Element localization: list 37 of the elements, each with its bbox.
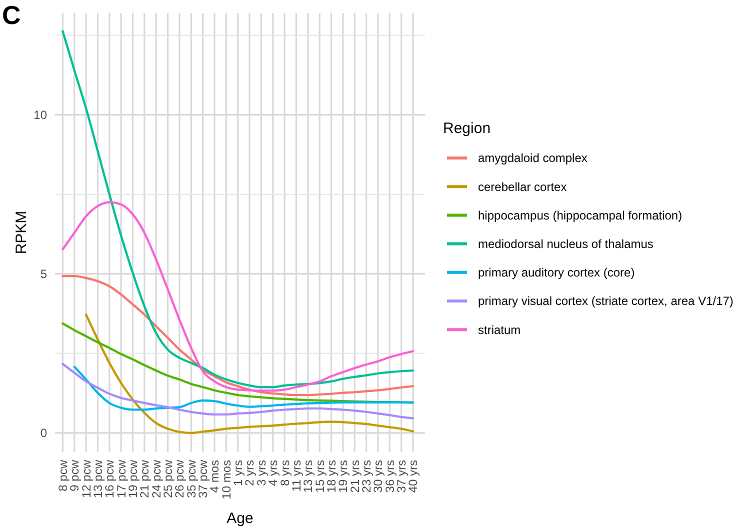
x-tick-label: 8 pcw <box>56 460 70 492</box>
x-tick-label: 37 pcw <box>196 460 210 498</box>
x-tick-label: 10 mos <box>219 460 234 500</box>
x-tick-label: 24 pcw <box>149 460 164 498</box>
text: C <box>2 0 21 30</box>
x-tick-label: 21 pcw <box>138 460 152 498</box>
x-tick-label: 19 pcw <box>126 460 140 498</box>
x-tick-label: 13 pcw <box>90 460 105 498</box>
x-tick-label: 25 pcw <box>160 460 175 498</box>
line-series <box>62 362 414 420</box>
line-series <box>62 201 414 392</box>
line-series <box>62 30 414 388</box>
line-series <box>62 274 414 396</box>
legend-label: mediodorsal nucleus of thalamus <box>478 237 654 251</box>
x-tick-label: 1 yrs <box>231 460 246 486</box>
legend-label: amygdaloid complex <box>478 151 588 166</box>
y-tick-label: 10 <box>34 108 48 122</box>
x-tick-label: 16 pcw <box>102 460 117 498</box>
x-tick-label: 17 pcw <box>114 460 128 498</box>
legend-title: Region <box>443 120 491 137</box>
x-tick-label: 9 pcw <box>68 460 82 492</box>
x-tick-label: 35 pcw <box>184 460 198 498</box>
line-series <box>84 313 414 434</box>
y-axis-title: RPKM <box>13 210 30 254</box>
x-tick-label: 12 pcw <box>79 460 94 498</box>
x-tick-label: 26 pcw <box>172 460 187 498</box>
x-tick-label: 4 mos <box>208 460 222 493</box>
legend-label: cerebellar cortex <box>478 180 567 194</box>
legend-label: primary auditory cortex (core) <box>478 266 635 280</box>
x-axis-title: Age <box>226 510 254 527</box>
line-series <box>73 366 414 411</box>
y-tick-label: 5 <box>40 267 48 282</box>
y-tick-label: 0 <box>40 426 48 440</box>
line-series <box>62 322 414 404</box>
legend-label: primary visual cortex (striate cortex, area V1/17) <box>478 294 734 308</box>
legend-label: striatum <box>478 322 521 337</box>
legend-label: hippocampus (hippocampal formation) <box>478 208 682 222</box>
